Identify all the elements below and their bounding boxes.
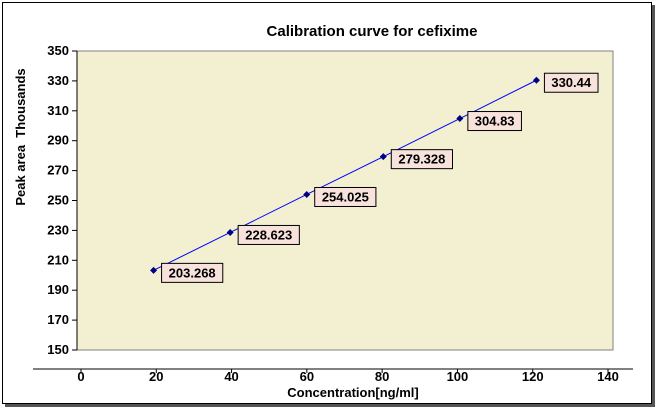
chart-title: Calibration curve for cefixime <box>267 23 478 40</box>
data-label-box <box>390 149 453 170</box>
y-tick-label: 190 <box>47 282 69 297</box>
x-axis: 0 20 40 60 80 100 120 140 <box>33 368 633 384</box>
data-label: 254.025 <box>322 189 369 204</box>
y-tick-label: 230 <box>47 222 69 237</box>
data-label: 228.623 <box>245 227 292 242</box>
x-tick-label: 120 <box>522 369 544 384</box>
x-tick-label: 80 <box>375 369 389 384</box>
x-axis-label: Concentration[ng/ml] <box>287 385 418 400</box>
data-point <box>456 115 464 123</box>
y-tick-label: 250 <box>47 193 69 208</box>
data-label-box <box>543 72 599 93</box>
data-point <box>303 190 311 198</box>
y-tick-label: 270 <box>47 163 69 178</box>
series-layer: 203.268 228.623 254.025 279.328 304.83 330.44 <box>150 72 599 283</box>
data-point <box>379 153 387 161</box>
y-tick-label: 170 <box>47 312 69 327</box>
y-tick-label: 310 <box>47 103 69 118</box>
x-tick-label: 40 <box>224 369 238 384</box>
data-point <box>226 228 234 236</box>
x-tick-label: 0 <box>77 369 84 384</box>
data-point <box>150 266 158 274</box>
data-label: 330.44 <box>551 75 592 90</box>
y-axis: 150 170 190 210 230 250 270 290 310 330 350 <box>47 43 78 357</box>
x-tick-label: 20 <box>149 369 163 384</box>
y-tick-label: 290 <box>47 133 69 148</box>
y-tick-label: 210 <box>47 252 69 267</box>
y-tick-label: 350 <box>47 43 69 58</box>
x-tick-label: 100 <box>447 369 469 384</box>
x-tick-label: 140 <box>597 369 619 384</box>
y-tick-label: 330 <box>47 73 69 88</box>
data-label-box <box>314 186 377 207</box>
y-tick-label: 150 <box>47 342 69 357</box>
data-label-box <box>467 111 522 132</box>
data-label: 304.83 <box>475 114 515 129</box>
calibration-chart: Calibration curve for cefixime 150 170 190… <box>13 23 633 400</box>
data-point <box>532 76 540 84</box>
data-label-box <box>237 224 300 245</box>
x-tick-label: 60 <box>300 369 314 384</box>
data-label: 203.268 <box>169 265 216 280</box>
data-label-box <box>161 262 224 283</box>
chart-frame: Calibration curve for cefixime 150 170 190… <box>2 2 652 404</box>
y-axis-label: Peak area Thousands <box>13 68 28 205</box>
data-label: 279.328 <box>398 152 445 167</box>
